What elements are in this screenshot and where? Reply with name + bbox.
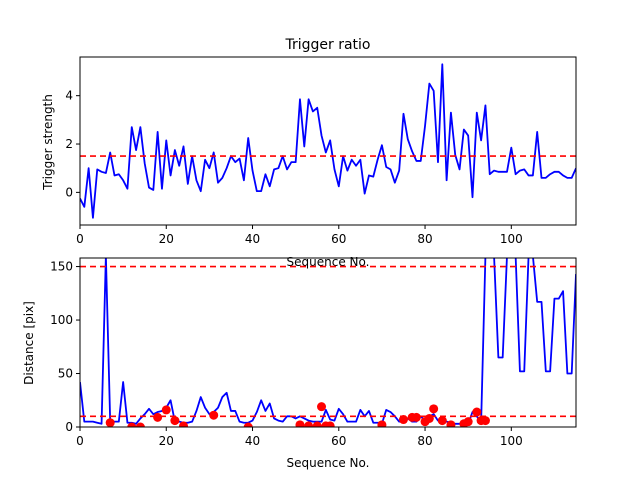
bottom-plot: 0 20 40 60 80 100 0 50 100 150: [50, 257, 577, 448]
top-x-axis-label: Sequence No.: [287, 255, 370, 269]
marker-point: [377, 420, 387, 427]
bottom-y-tick-label: 150: [50, 260, 73, 274]
bottom-y-tick-label: 0: [65, 420, 73, 434]
marker-point: [127, 422, 137, 427]
marker-point: [437, 416, 447, 426]
top-axes-frame: [79, 56, 577, 226]
marker-point: [424, 413, 434, 423]
bottom-x-tick-label: 100: [500, 434, 523, 448]
marker-point: [243, 422, 253, 427]
bottom-x-tick-label: 20: [159, 434, 174, 448]
top-plot: 0 20 40 60 80 100 0 2 4: [65, 56, 577, 246]
bottom-x-axis-label: Sequence No.: [287, 456, 370, 470]
top-x-tick-label: 60: [331, 232, 346, 246]
marker-point: [209, 410, 219, 420]
marker-point: [312, 421, 322, 427]
marker-point: [161, 405, 171, 415]
top-y-axis-label: Trigger strength: [41, 94, 55, 191]
bottom-x-tick-label: 60: [331, 434, 346, 448]
bottom-plot-area: [80, 258, 576, 427]
chart-title: Trigger ratio: [284, 37, 370, 53]
bottom-axes-frame: [79, 257, 577, 428]
marker-point: [105, 418, 115, 427]
marker-point: [325, 421, 335, 427]
marker-point: [463, 417, 473, 427]
marker-point: [317, 402, 327, 412]
top-x-tick-label: 0: [76, 232, 84, 246]
marker-point: [179, 421, 189, 427]
marker-point: [446, 420, 456, 427]
bottom-y-tick-label: 50: [58, 367, 73, 381]
top-x-tick-label: 40: [245, 232, 260, 246]
top-y-tick-label: 0: [65, 185, 73, 199]
marker-point: [472, 407, 482, 417]
marker-point: [480, 416, 490, 426]
bottom-x-tick-label: 0: [76, 434, 84, 448]
bottom-y-axis-label: Distance [pix]: [22, 301, 36, 385]
top-x-tick-label: 100: [500, 232, 523, 246]
top-x-tick-label: 80: [417, 232, 432, 246]
marker-point: [411, 412, 421, 422]
marker-point: [153, 412, 163, 422]
top-plot-area: [80, 63, 576, 219]
marker-point: [304, 421, 314, 427]
top-y-tick-label: 2: [65, 137, 73, 151]
marker-point: [295, 420, 305, 427]
top-series-line-0: [80, 63, 576, 219]
marker-point: [135, 422, 145, 427]
bottom-x-tick-label: 80: [417, 434, 432, 448]
marker-point: [429, 404, 439, 414]
bottom-x-tick-label: 40: [245, 434, 260, 448]
top-y-tick-label: 4: [65, 89, 73, 103]
bottom-y-tick-label: 100: [50, 313, 73, 327]
marker-point: [398, 415, 408, 425]
marker-point: [170, 416, 180, 426]
top-x-tick-label: 20: [159, 232, 174, 246]
